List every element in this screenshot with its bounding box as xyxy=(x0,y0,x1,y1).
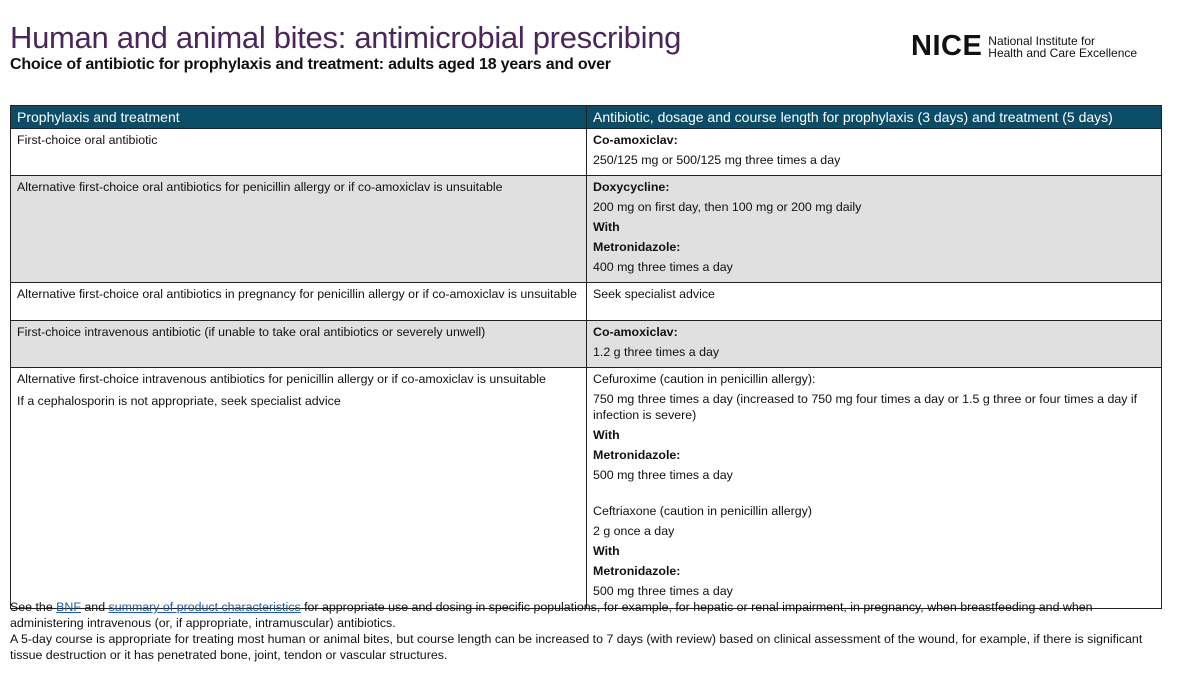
cell-text: Metronidazole: xyxy=(593,448,681,462)
cell-text: Metronidazole: xyxy=(593,564,681,578)
treatment-cell: Alternative first-choice oral antibiotic… xyxy=(10,175,587,283)
cell-text: Metronidazole: xyxy=(593,240,681,254)
cell-text: Ceftriaxone (caution in penicillin aller… xyxy=(593,504,813,518)
table-row: First-choice oral antibiotic Co-amoxiclav… xyxy=(10,128,1162,176)
antibiotic-cell: Co-amoxiclav: 250/125 mg or 500/125 mg th… xyxy=(586,128,1162,176)
table-row: Alternative first-choice oral antibiotic… xyxy=(10,282,1162,321)
footnotes: See the BNF and summary of product chara… xyxy=(10,599,1160,663)
cell-text: First-choice oral antibiotic xyxy=(17,133,158,147)
table-row: Alternative first-choice oral antibiotic… xyxy=(10,175,1162,283)
cell-text: First-choice intravenous antibiotic (if … xyxy=(17,325,486,339)
logo-text: National Institute for Health and Care Ex… xyxy=(988,33,1138,60)
treatment-cell: First-choice intravenous antibiotic (if … xyxy=(10,320,587,368)
antibiotic-table: Prophylaxis and treatment Antibiotic, do… xyxy=(10,105,1162,609)
cell-text: 200 mg on first day, then 100 mg or 200 … xyxy=(593,200,862,214)
page-title: Human and animal bites: antimicrobial pr… xyxy=(10,20,682,55)
cell-text: 750 mg three times a day (increased to 7… xyxy=(593,392,1138,422)
cell-text: 400 mg three times a day xyxy=(593,260,733,274)
bnf-link[interactable]: BNF xyxy=(56,600,81,614)
cell-text: If a cephalosporin is not appropriate, s… xyxy=(17,394,341,408)
treatment-cell: Alternative first-choice oral antibiotic… xyxy=(10,282,587,321)
antibiotic-cell: Seek specialist advice xyxy=(586,282,1162,321)
logo-mark: NICE xyxy=(911,30,983,62)
cell-text: Co-amoxiclav: xyxy=(593,325,678,339)
column-header-antibiotic: Antibiotic, dosage and course length for… xyxy=(586,105,1162,129)
cell-text: Co-amoxiclav: xyxy=(593,133,678,147)
cell-text: Alternative first-choice intravenous ant… xyxy=(17,372,546,386)
note-course-length: A 5-day course is appropriate for treati… xyxy=(10,632,1143,662)
cell-text: Cefuroxime (caution in penicillin allerg… xyxy=(593,372,816,386)
treatment-cell: Alternative first-choice intravenous ant… xyxy=(10,367,587,609)
cell-text: 1.2 g three times a day xyxy=(593,345,720,359)
note-dosing: See the BNF and summary of product chara… xyxy=(10,600,1093,630)
page-subtitle: Choice of antibiotic for prophylaxis and… xyxy=(10,56,611,73)
table-row: First-choice intravenous antibiotic (if … xyxy=(10,320,1162,368)
table-row: Alternative first-choice intravenous ant… xyxy=(10,367,1162,609)
treatment-cell: First-choice oral antibiotic xyxy=(10,128,587,176)
cell-text: 250/125 mg or 500/125 mg three times a d… xyxy=(593,153,841,167)
antibiotic-cell: Cefuroxime (caution in penicillin allerg… xyxy=(586,367,1162,609)
cell-text: Alternative first-choice oral antibiotic… xyxy=(17,180,503,194)
antibiotic-cell: Co-amoxiclav: 1.2 g three times a day xyxy=(586,320,1162,368)
cell-text: With xyxy=(593,544,620,558)
antibiotic-cell: Doxycycline: 200 mg on first day, then 10… xyxy=(586,175,1162,283)
nice-logo: NICE National Institute for Health and Ca… xyxy=(911,32,1137,61)
cell-text: Alternative first-choice oral antibiotic… xyxy=(17,287,577,301)
cell-text: 500 mg three times a day xyxy=(593,584,733,598)
cell-text: With xyxy=(593,220,620,234)
cell-text: Seek specialist advice xyxy=(593,287,715,301)
column-header-treatment: Prophylaxis and treatment xyxy=(10,105,587,129)
cell-text: Doxycycline: xyxy=(593,180,670,194)
cell-text: 500 mg three times a day xyxy=(593,468,733,482)
cell-text: With xyxy=(593,428,620,442)
spc-link[interactable]: summary of product characteristics xyxy=(108,600,301,614)
cell-text: 2 g once a day xyxy=(593,524,675,538)
